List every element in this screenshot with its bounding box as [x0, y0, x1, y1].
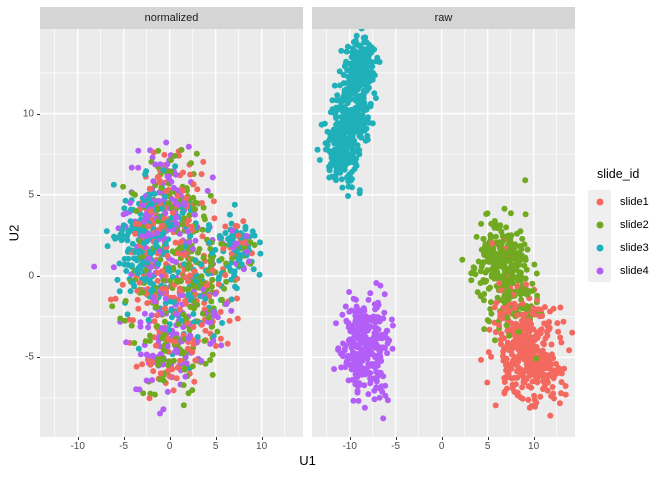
x-tick-label: -5: [391, 441, 401, 452]
legend-item-label: slide1: [620, 195, 649, 208]
x-tick-mark: [487, 437, 489, 440]
legend-key: [588, 213, 611, 236]
x-tick-mark: [261, 437, 263, 440]
facet-strip-label: raw: [434, 12, 453, 24]
legend-item-label: slide2: [620, 218, 649, 231]
y-tick-label: 5: [28, 189, 34, 201]
x-tick-mark: [441, 437, 443, 440]
x-tick-label: 5: [212, 441, 219, 452]
point-swatch-icon: [596, 221, 603, 228]
x-tick-mark: [169, 437, 171, 440]
x-tick-mark: [349, 437, 351, 440]
y-tick-mark: [37, 194, 40, 196]
legend: slide_id slide1 slide2 slide3 slide4: [588, 167, 672, 282]
facet-strip-label: normalized: [144, 12, 199, 24]
facet-panel-raw: [312, 29, 575, 437]
point-swatch-icon: [596, 267, 603, 274]
legend-item-slide4: slide4: [588, 259, 672, 282]
legend-title: slide_id: [597, 167, 640, 181]
x-tick-label: 10: [528, 441, 540, 452]
y-tick-mark: [37, 276, 40, 278]
x-tick-label: 5: [484, 441, 491, 452]
x-tick-mark: [77, 437, 79, 440]
points-layer: [314, 29, 575, 422]
x-tick-mark: [533, 437, 535, 440]
x-tick-label: 0: [166, 441, 173, 452]
y-tick-mark: [37, 113, 40, 115]
legend-item-slide3: slide3: [588, 236, 672, 259]
x-axis-title: U1: [299, 453, 316, 468]
x-tick-label: -10: [342, 441, 357, 452]
facet-strip-raw: raw: [312, 7, 575, 29]
x-tick-mark: [215, 437, 217, 440]
y-tick-label: 10: [22, 108, 34, 120]
x-tick-label: -5: [119, 441, 129, 452]
legend-item-slide1: slide1: [588, 190, 672, 213]
x-tick-label: 10: [256, 441, 268, 452]
facet-panel-normalized: [40, 29, 303, 437]
legend-key: [588, 190, 611, 213]
x-tick-mark: [395, 437, 397, 440]
x-tick-mark: [123, 437, 125, 440]
y-axis-title: U2: [6, 224, 22, 242]
y-tick-label: 0: [28, 270, 34, 282]
legend-key: [588, 259, 611, 282]
point-swatch-icon: [596, 198, 603, 205]
x-tick-label: -10: [70, 441, 85, 452]
legend-item-label: slide4: [620, 264, 649, 277]
legend-item-label: slide3: [620, 241, 649, 254]
y-tick-mark: [37, 357, 40, 359]
x-tick-label: 0: [438, 441, 445, 452]
point-swatch-icon: [596, 244, 603, 251]
points-layer: [91, 139, 264, 417]
facet-strip-normalized: normalized: [40, 7, 303, 29]
legend-item-slide2: slide2: [588, 213, 672, 236]
y-tick-label: -5: [25, 351, 34, 363]
legend-key: [588, 236, 611, 259]
